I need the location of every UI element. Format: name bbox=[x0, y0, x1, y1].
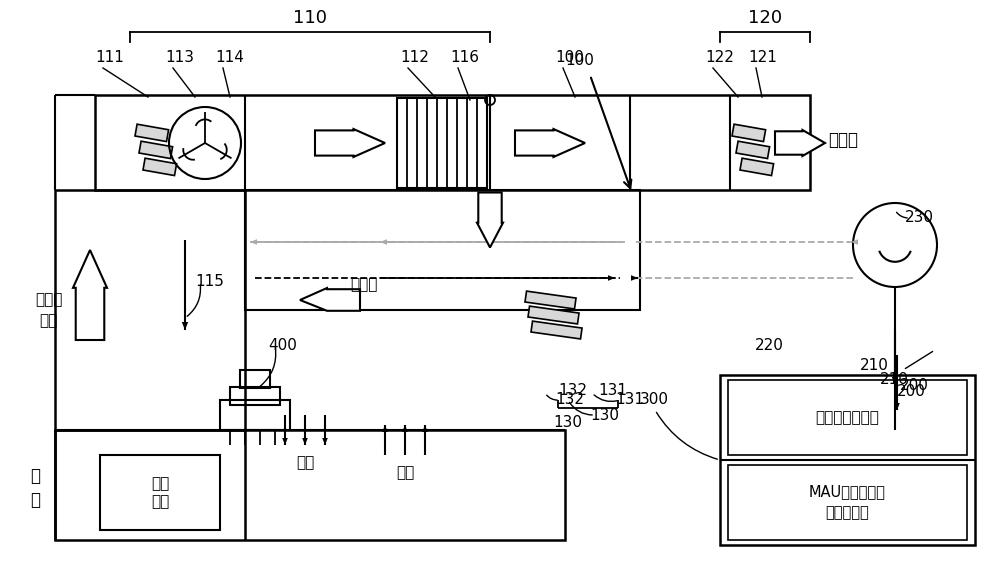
Text: 132: 132 bbox=[558, 383, 587, 398]
Bar bbox=[95, 95, 810, 190]
Bar bbox=[531, 321, 582, 339]
Bar bbox=[139, 141, 173, 159]
Bar bbox=[720, 375, 975, 545]
Text: 115: 115 bbox=[195, 275, 224, 290]
Text: 131: 131 bbox=[598, 383, 627, 398]
Text: 122: 122 bbox=[705, 50, 734, 65]
Text: 210: 210 bbox=[860, 358, 889, 373]
Polygon shape bbox=[892, 377, 898, 385]
Bar bbox=[528, 306, 579, 324]
Text: 排大气: 排大气 bbox=[828, 131, 858, 149]
Text: 纯水站供水加热: 纯水站供水加热 bbox=[816, 410, 879, 425]
Bar bbox=[55, 190, 245, 430]
Polygon shape bbox=[182, 322, 188, 330]
Polygon shape bbox=[322, 438, 328, 445]
Polygon shape bbox=[250, 239, 257, 245]
Text: 130: 130 bbox=[590, 407, 619, 422]
Text: 回夹层: 回夹层 bbox=[350, 278, 377, 293]
Bar bbox=[245, 190, 640, 310]
Text: 200: 200 bbox=[900, 377, 929, 392]
Polygon shape bbox=[382, 425, 388, 432]
Text: 100: 100 bbox=[565, 53, 594, 68]
Bar bbox=[732, 124, 766, 141]
Bar bbox=[55, 430, 565, 540]
Polygon shape bbox=[851, 239, 858, 245]
Text: 131: 131 bbox=[615, 392, 644, 407]
Text: 210: 210 bbox=[880, 373, 909, 388]
Text: 送风: 送风 bbox=[296, 455, 314, 470]
Bar bbox=[728, 465, 967, 540]
Bar bbox=[143, 158, 177, 175]
Bar bbox=[736, 141, 770, 159]
Bar bbox=[100, 455, 220, 530]
Polygon shape bbox=[380, 239, 387, 245]
Bar bbox=[740, 158, 774, 175]
Bar bbox=[525, 291, 576, 309]
Bar bbox=[230, 387, 280, 405]
Text: 230: 230 bbox=[905, 211, 934, 226]
Text: 送回风
夹层: 送回风 夹层 bbox=[35, 292, 62, 328]
Polygon shape bbox=[402, 425, 408, 432]
Bar bbox=[220, 400, 290, 430]
Bar bbox=[728, 380, 967, 455]
Text: 130: 130 bbox=[554, 415, 582, 430]
Text: 220: 220 bbox=[755, 338, 784, 353]
Text: 发热
设备: 发热 设备 bbox=[151, 476, 169, 509]
Text: 300: 300 bbox=[640, 392, 669, 407]
Text: 116: 116 bbox=[450, 50, 479, 65]
Polygon shape bbox=[608, 275, 615, 281]
Text: 121: 121 bbox=[748, 50, 777, 65]
Text: 114: 114 bbox=[215, 50, 244, 65]
Polygon shape bbox=[422, 425, 428, 432]
Polygon shape bbox=[631, 275, 638, 281]
Polygon shape bbox=[315, 129, 385, 157]
Text: MAU空调再热预
热盘管使用: MAU空调再热预 热盘管使用 bbox=[809, 485, 886, 520]
Bar bbox=[135, 124, 169, 141]
Text: 200: 200 bbox=[897, 384, 926, 399]
Text: 112: 112 bbox=[400, 50, 429, 65]
Bar bbox=[240, 370, 270, 388]
Text: 111: 111 bbox=[95, 50, 124, 65]
Text: 100: 100 bbox=[555, 50, 584, 65]
Text: 113: 113 bbox=[165, 50, 194, 65]
Polygon shape bbox=[477, 193, 503, 248]
Polygon shape bbox=[282, 438, 288, 445]
Polygon shape bbox=[515, 129, 585, 157]
Polygon shape bbox=[302, 438, 308, 445]
Polygon shape bbox=[775, 130, 825, 156]
Bar bbox=[397, 98, 487, 188]
Text: 车
间: 车 间 bbox=[30, 466, 40, 509]
Text: 132: 132 bbox=[555, 392, 584, 407]
Text: 110: 110 bbox=[293, 9, 327, 27]
Polygon shape bbox=[73, 250, 107, 340]
Text: 400: 400 bbox=[268, 338, 297, 353]
Polygon shape bbox=[894, 403, 900, 410]
Text: 回风: 回风 bbox=[396, 465, 414, 480]
Text: 120: 120 bbox=[748, 9, 782, 27]
Polygon shape bbox=[300, 288, 360, 311]
